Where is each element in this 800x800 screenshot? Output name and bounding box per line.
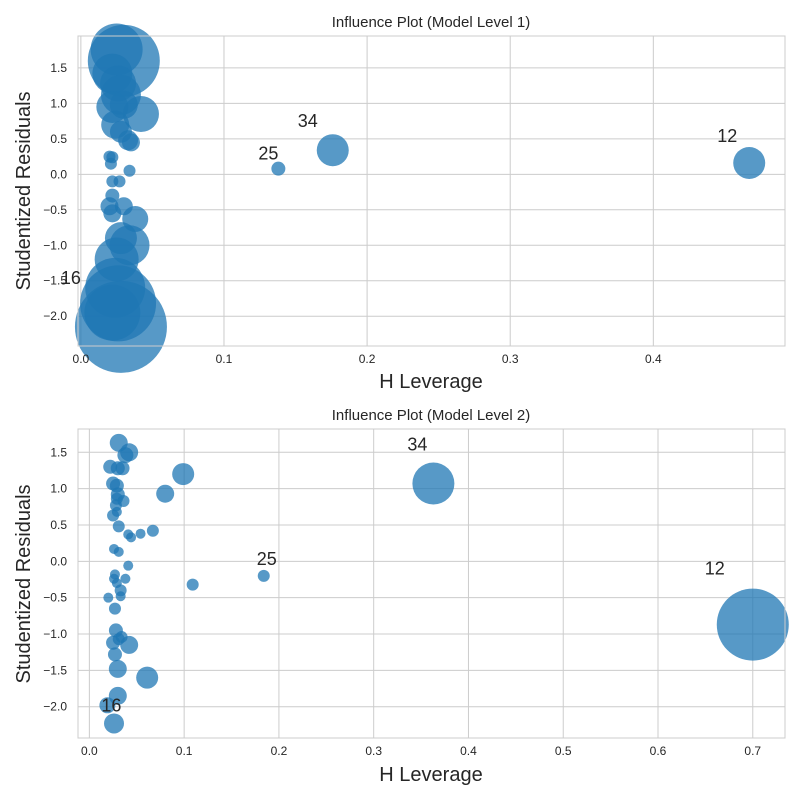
y-axis-label: Studentized Residuals (13, 484, 35, 683)
grid-lines (78, 36, 785, 346)
x-tick-label: 0.7 (744, 744, 761, 758)
x-axis-label: H Leverage (379, 764, 482, 786)
data-point (186, 578, 199, 591)
annotation-label-25: 25 (258, 144, 278, 164)
chart-panel-model-level-1: Influence Plot (Model Level 1) 0.0 0.1 0.2… (13, 14, 786, 393)
data-point (172, 463, 195, 486)
data-point (120, 573, 131, 584)
chart-title: Influence Plot (Model Level 2) (332, 407, 530, 424)
y-tick-label: 1.0 (50, 482, 67, 496)
x-tick-label: 0.6 (650, 744, 667, 758)
annotation-label-12: 12 (717, 126, 737, 146)
data-point (156, 484, 175, 503)
data-point (122, 96, 159, 133)
annotation-label-34: 34 (298, 111, 318, 131)
y-tick-label: 0.5 (50, 518, 67, 532)
y-tick-label: 0.0 (50, 554, 67, 568)
plot-frame (77, 35, 786, 347)
x-tick-label: 0.3 (502, 352, 519, 366)
data-point (146, 524, 159, 537)
data-point (123, 164, 136, 177)
data-point-12 (733, 146, 766, 179)
data-points (74, 23, 766, 373)
annotation-label-25: 25 (257, 549, 277, 569)
x-tick-label: 0.4 (645, 352, 662, 366)
data-point-25 (257, 569, 270, 582)
y-tick-labels: −2.0 −1.5 −1.0 −0.5 0.0 0.5 1.0 1.5 (43, 445, 67, 713)
data-point (104, 157, 117, 170)
data-point (112, 520, 125, 533)
point-annotations: 34 25 12 16 (101, 435, 724, 716)
plot-frame (77, 428, 786, 739)
data-point (126, 532, 137, 543)
chart-title: Influence Plot (Model Level 1) (332, 14, 530, 31)
y-tick-label: 1.0 (50, 96, 67, 110)
x-tick-label: 0.5 (555, 744, 572, 758)
y-tick-label: −1.0 (43, 238, 67, 252)
y-tick-label: −0.5 (43, 203, 67, 217)
y-tick-label: 1.5 (50, 61, 67, 75)
data-point (107, 509, 120, 522)
x-tick-labels: 0.0 0.1 0.2 0.3 0.4 (73, 352, 662, 366)
x-tick-label: 0.2 (271, 744, 288, 758)
data-point (99, 697, 116, 714)
x-tick-label: 0.4 (460, 744, 477, 758)
y-tick-labels: −2.0 −1.5 −1.0 −0.5 0.0 0.5 1.0 1.5 (43, 61, 67, 323)
data-point-12 (716, 588, 789, 661)
x-axis-label: H Leverage (379, 371, 482, 393)
grid-lines (78, 429, 785, 738)
y-tick-label: −1.5 (43, 274, 67, 288)
data-point-34 (412, 462, 455, 505)
x-tick-label: 0.1 (176, 744, 193, 758)
data-point (103, 204, 122, 223)
data-point (106, 635, 121, 650)
data-point (120, 635, 139, 654)
data-point (108, 602, 121, 615)
data-point (115, 591, 126, 602)
y-tick-label: 1.5 (50, 445, 67, 459)
data-point (117, 447, 134, 464)
data-point (115, 461, 130, 476)
data-points (99, 433, 789, 734)
y-axis-label: Studentized Residuals (13, 91, 35, 290)
data-point (107, 647, 122, 662)
data-point (113, 175, 126, 188)
data-point (123, 560, 134, 571)
annotation-label-34: 34 (407, 435, 427, 455)
y-tick-label: −1.5 (43, 663, 67, 677)
data-point (136, 666, 159, 689)
data-point (135, 528, 146, 539)
y-tick-label: −2.0 (43, 309, 67, 323)
data-point (121, 133, 140, 152)
chart-panel-model-level-2: Influence Plot (Model Level 2) 0.0 0.1 0.2… (13, 407, 789, 786)
x-tick-label: 0.1 (216, 352, 233, 366)
y-tick-label: −0.5 (43, 591, 67, 605)
y-tick-label: −1.0 (43, 627, 67, 641)
annotation-label-12: 12 (705, 559, 725, 579)
data-point-34 (316, 134, 349, 167)
y-tick-label: −2.0 (43, 700, 67, 714)
data-point (74, 280, 167, 373)
data-point (104, 713, 125, 734)
data-point (103, 592, 114, 603)
point-annotations: 34 25 12 16 (61, 111, 737, 288)
y-tick-label: 0.5 (50, 132, 67, 146)
x-tick-label: 0.0 (81, 744, 98, 758)
x-tick-label: 0.0 (73, 352, 90, 366)
data-point-25 (271, 161, 286, 176)
x-tick-labels: 0.0 0.1 0.2 0.3 0.4 0.5 0.6 0.7 (81, 744, 761, 758)
annotation-label-16: 16 (61, 268, 81, 288)
x-tick-label: 0.3 (365, 744, 382, 758)
data-point (113, 546, 124, 557)
data-point (108, 659, 127, 678)
x-tick-label: 0.2 (359, 352, 376, 366)
y-tick-label: 0.0 (50, 167, 67, 181)
annotation-label-16: 16 (101, 695, 121, 715)
